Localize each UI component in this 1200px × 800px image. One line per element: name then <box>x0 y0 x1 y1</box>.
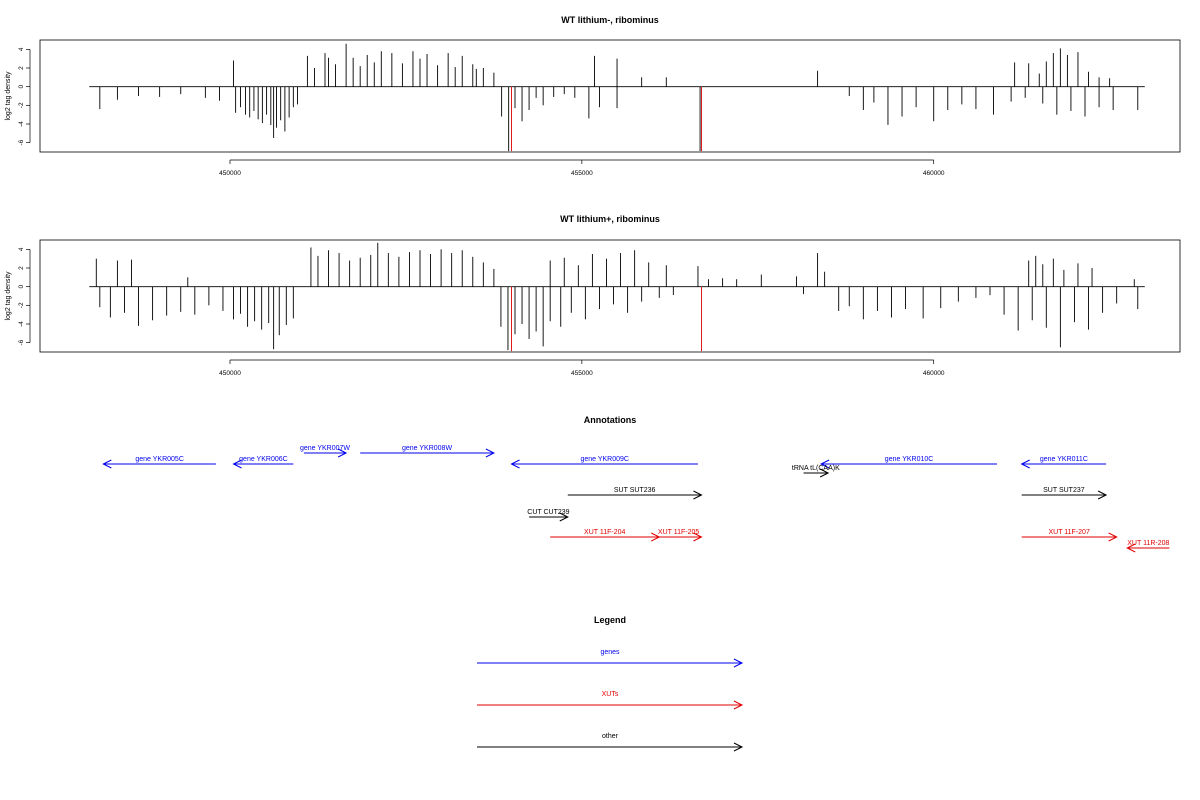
legend-items: genes XUTs other <box>477 649 744 752</box>
feature-arrow-head <box>1126 543 1136 553</box>
feature-label: gene YKR008W <box>402 445 452 452</box>
feature-label: XUT 11R-208 <box>1127 540 1169 547</box>
feature-label: tRNA tL(CAA)K <box>792 465 840 472</box>
feature-arrow-head <box>337 448 348 458</box>
y-tick-label: -6 <box>18 139 25 145</box>
annotation-tracks: gene YKR005C gene YKR006C gene YKR007W gene… <box>102 445 1170 553</box>
feature-arrow-head <box>485 448 496 458</box>
feature-arrow-head <box>559 512 569 522</box>
panel-2-y-axis: 4 2 0 -2 -4 -6 <box>18 247 31 346</box>
panel-1-ylabel: log2 tag density <box>5 71 12 121</box>
feature-label: gene YKR010C <box>885 456 934 463</box>
legend-arrow-head <box>733 658 744 668</box>
panel-2-ylabel: log2 tag density <box>5 271 12 321</box>
feature-label: XUT 11F-207 <box>1048 529 1089 536</box>
y-tick-label: 4 <box>18 247 25 251</box>
feature-label: gene YKR011C <box>1040 456 1088 463</box>
feature-label: XUT 11F-205 <box>658 529 699 536</box>
annotations-title: Annotations <box>584 415 637 425</box>
x-tick-label: 450000 <box>219 370 241 377</box>
feature-arrow-head <box>1108 532 1118 542</box>
y-tick-label: 4 <box>18 47 25 51</box>
feature-arrow-head <box>510 459 520 469</box>
panel-1-y-axis: 4 2 0 -2 -4 -6 <box>18 47 31 146</box>
y-tick-label: -2 <box>18 102 25 108</box>
feature-label: SUT SUT236 <box>614 487 656 494</box>
feature-arrow-head <box>1097 490 1108 500</box>
feature-arrow-head <box>102 459 112 469</box>
x-tick-label: 450000 <box>219 170 241 177</box>
y-tick-label: 2 <box>18 66 25 70</box>
panel-2-bars <box>89 242 1145 352</box>
y-tick-label: -4 <box>18 121 25 127</box>
feature-label: gene YKR009C <box>580 456 629 463</box>
feature-arrow-head <box>819 459 830 469</box>
x-tick-label: 455000 <box>571 170 593 177</box>
feature-label: gene YKR007W <box>300 445 350 452</box>
feature-arrow-head <box>693 532 703 542</box>
legend-title: Legend <box>594 615 626 625</box>
feature-arrow-head <box>693 490 703 500</box>
y-tick-label: -4 <box>18 321 25 327</box>
x-tick-label: 455000 <box>571 370 593 377</box>
feature-label: XUT 11F-204 <box>584 529 625 536</box>
feature-label: CUT CUT239 <box>527 509 569 516</box>
x-tick-label: 460000 <box>923 170 945 177</box>
panel-2-frame <box>39 239 1181 353</box>
feature-label: SUT SUT237 <box>1043 487 1085 494</box>
y-tick-label: -2 <box>18 302 25 308</box>
y-tick-label: 0 <box>18 284 25 288</box>
legend-label: genes <box>600 649 620 656</box>
panel-1-bars <box>89 43 1145 152</box>
legend-arrow-head <box>733 700 744 710</box>
y-tick-label: -6 <box>18 339 25 345</box>
legend-arrow-head <box>733 742 744 752</box>
y-tick-label: 2 <box>18 266 25 270</box>
annotations-panel: Annotations gene YKR005C gene YKR006Cgene… <box>102 415 1170 553</box>
legend-label: XUTs <box>602 691 619 698</box>
legend-panel: Legend genes XUTs other <box>477 615 744 752</box>
feature-arrow-head <box>1020 459 1030 469</box>
panel-1: WT lithium-, ribominus log2 tag density … <box>5 15 1181 177</box>
panel-2: WT lithium+, ribominus log2 tag density … <box>5 214 1181 377</box>
feature-label: gene YKR005C <box>135 456 184 463</box>
feature-arrow-head <box>232 459 242 469</box>
panel-2-title: WT lithium+, ribominus <box>560 214 660 224</box>
y-tick-label: 0 <box>18 84 25 88</box>
panel-2-x-axis: 450000 455000 460000 <box>219 359 945 377</box>
feature-label: gene YKR006C <box>239 456 288 463</box>
x-tick-label: 460000 <box>923 370 945 377</box>
panel-1-x-axis: 450000 455000 460000 <box>219 159 945 177</box>
panel-1-title: WT lithium-, ribominus <box>561 15 659 25</box>
legend-label: other <box>602 733 619 740</box>
panel-1-frame <box>39 39 1181 153</box>
feature-arrow-head <box>819 468 830 478</box>
